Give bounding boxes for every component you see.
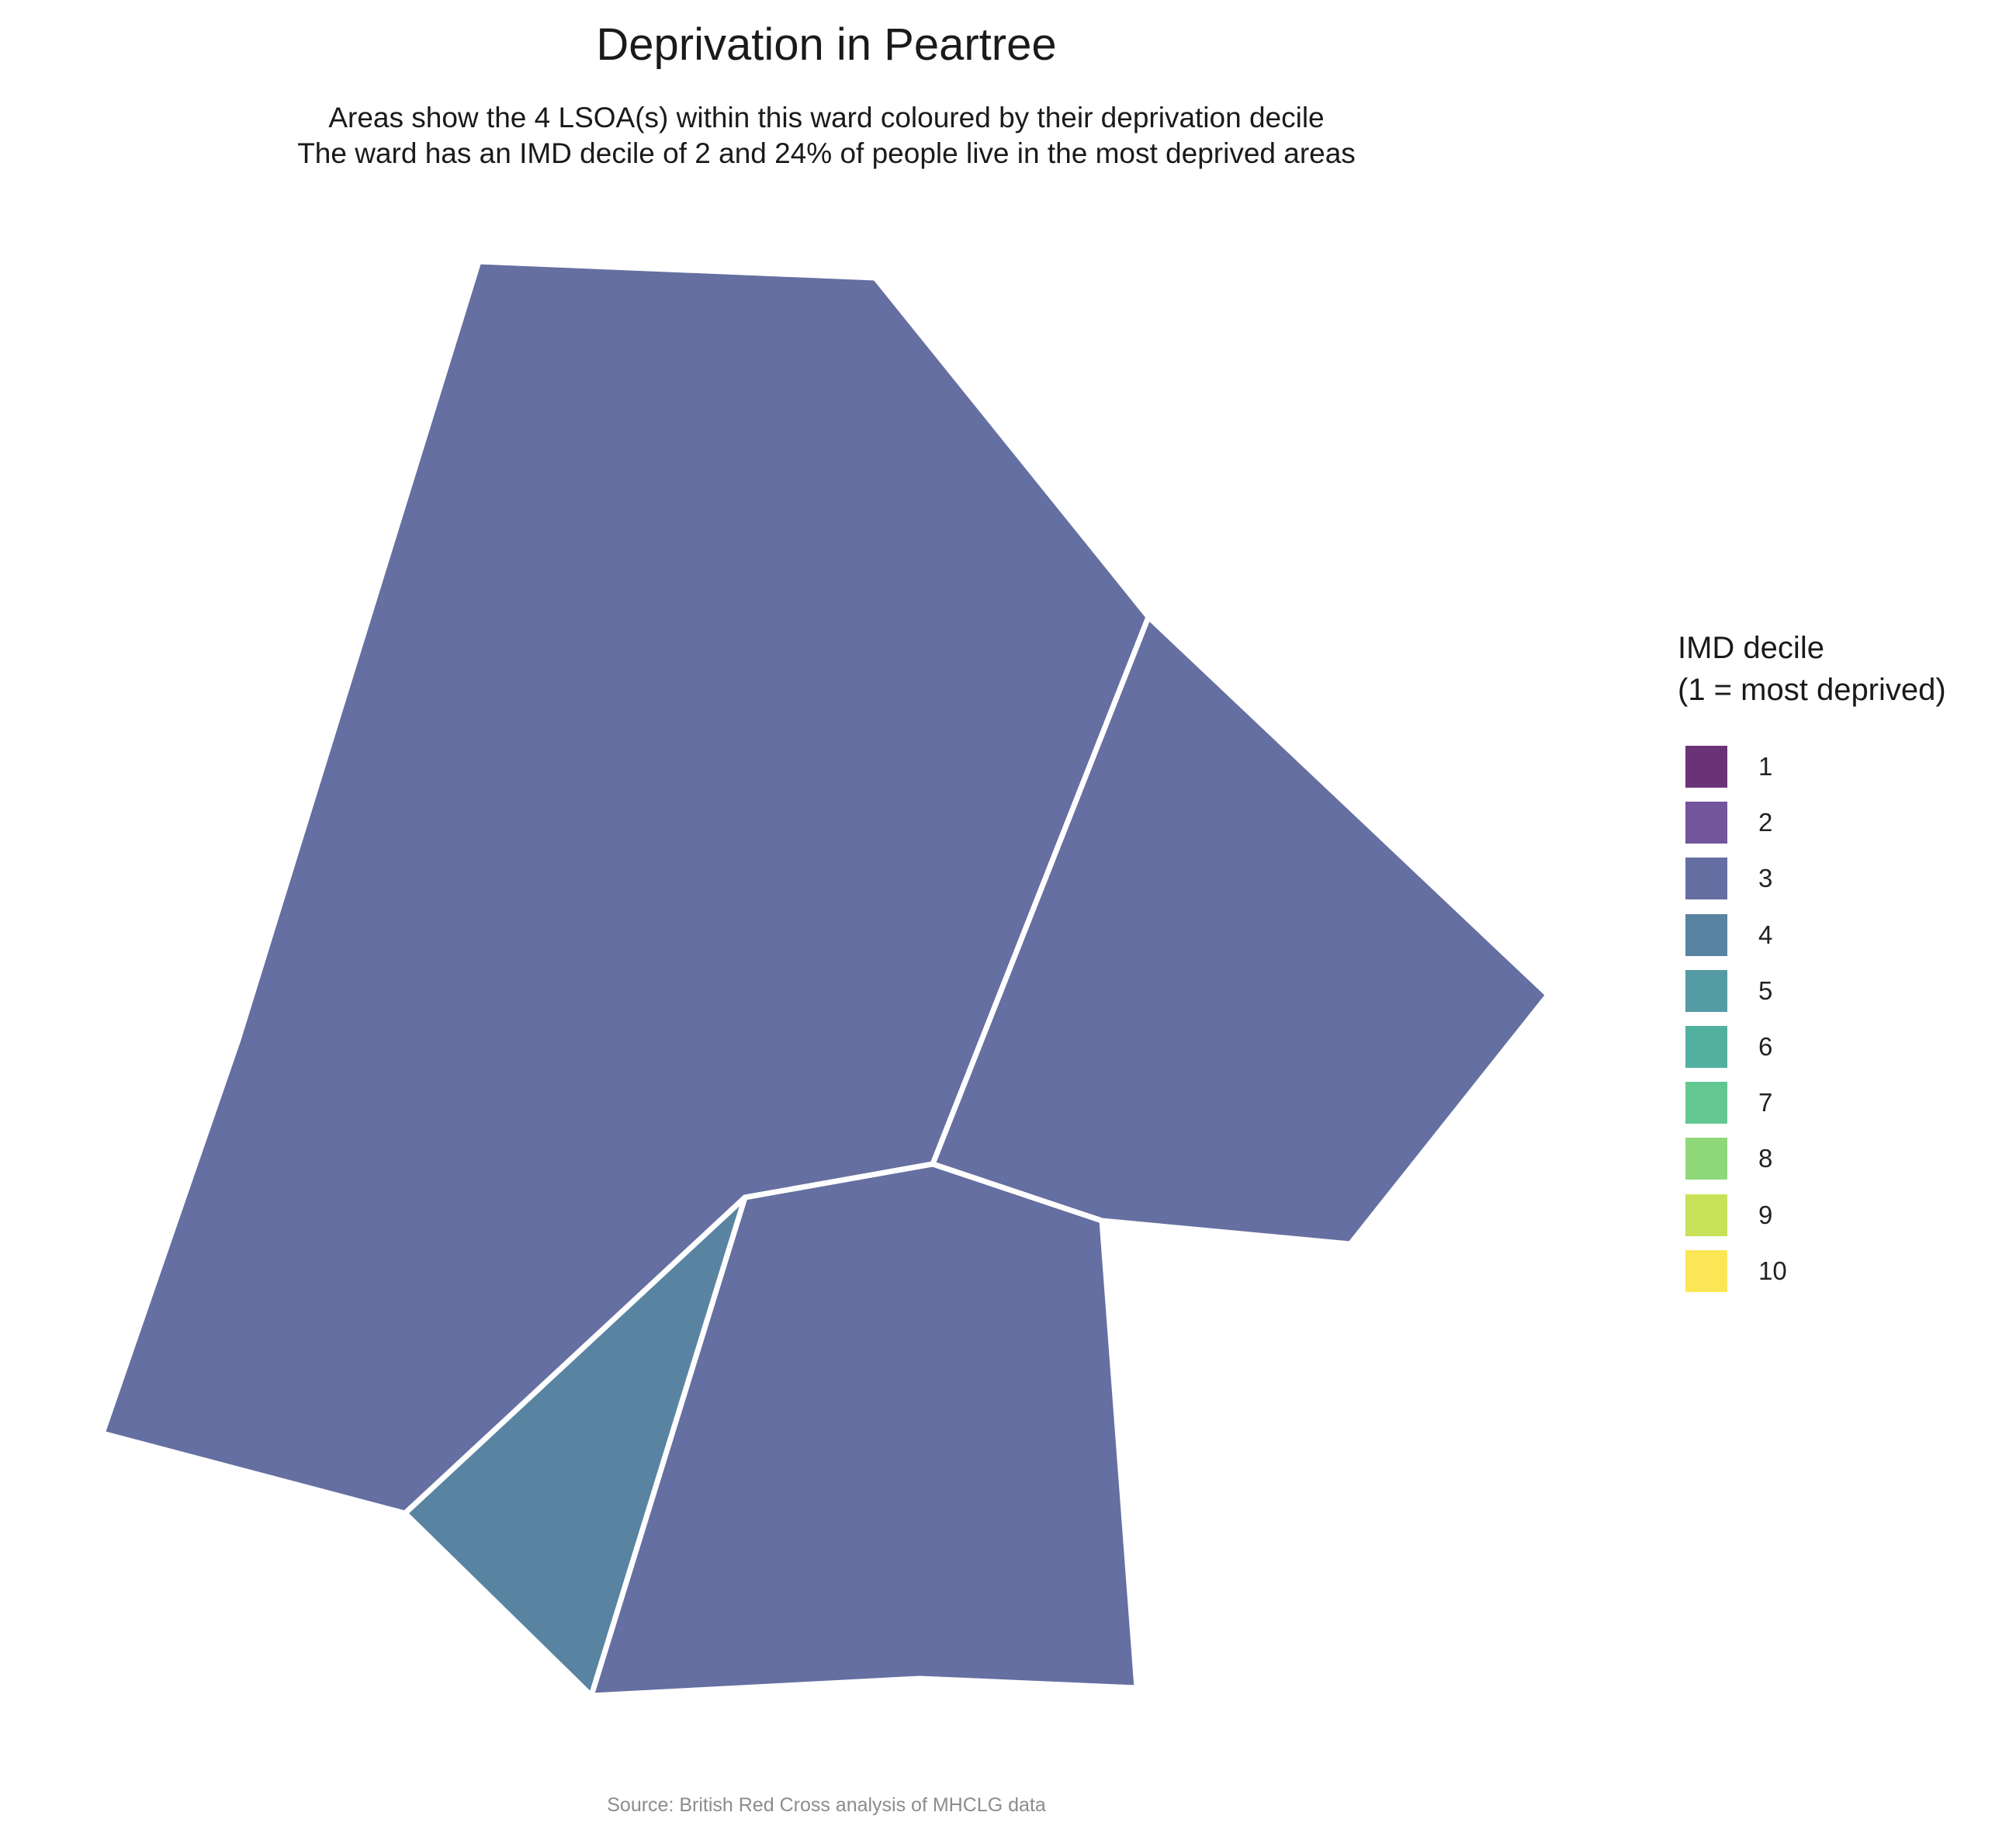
legend-item: 7 [1678, 1075, 2004, 1131]
legend-label: 5 [1758, 975, 1773, 1005]
chart-subtitle-line-2: The ward has an IMD decile of 2 and 24% … [297, 137, 1356, 169]
source-caption: Source: British Red Cross analysis of MH… [607, 1794, 1046, 1816]
legend-title: IMD decile (1 = most deprived) [1678, 627, 2004, 711]
chart-subtitle-line-1: Areas show the 4 LSOA(s) within this war… [328, 102, 1325, 133]
legend-item: 10 [1678, 1243, 2004, 1299]
legend-item: 2 [1678, 795, 2004, 851]
legend-label: 7 [1758, 1088, 1773, 1117]
legend-swatch [1685, 1138, 1727, 1180]
legend-swatch [1685, 1249, 1727, 1292]
legend-item: 3 [1678, 851, 2004, 906]
legend-item: 5 [1678, 963, 2004, 1019]
legend-swatch [1685, 913, 1727, 956]
legend-item: 4 [1678, 907, 2004, 963]
legend-item: 8 [1678, 1131, 2004, 1187]
legend-swatch [1685, 1194, 1727, 1236]
legend: IMD decile (1 = most deprived) 1 2 3 4 5 6 7 8 9… [1678, 627, 2004, 1299]
legend-swatch [1685, 1082, 1727, 1124]
legend-item: 6 [1678, 1019, 2004, 1075]
legend-label: 9 [1758, 1200, 1773, 1229]
legend-items: 1 2 3 4 5 6 7 8 9 10 [1678, 739, 2004, 1299]
legend-item: 9 [1678, 1187, 2004, 1243]
legend-label: 6 [1758, 1032, 1773, 1062]
lsoa-area-east[interactable] [930, 614, 1551, 1247]
legend-label: 8 [1758, 1144, 1773, 1173]
legend-label: 10 [1758, 1256, 1787, 1285]
legend-swatch [1685, 969, 1727, 1012]
legend-swatch [1685, 802, 1727, 844]
chart-title: Deprivation in Peartree [596, 19, 1057, 70]
legend-swatch [1685, 858, 1727, 900]
legend-swatch [1685, 746, 1727, 788]
legend-item: 1 [1678, 739, 2004, 795]
legend-title-line-1: IMD decile [1678, 631, 1824, 665]
legend-label: 4 [1758, 920, 1773, 949]
legend-label: 1 [1758, 752, 1773, 781]
legend-label: 2 [1758, 808, 1773, 837]
lsoa-area-south-west[interactable] [402, 1194, 748, 1699]
legend-title-line-2: (1 = most deprived) [1678, 673, 1946, 707]
legend-label: 3 [1758, 864, 1773, 893]
legend-swatch [1685, 1026, 1727, 1069]
